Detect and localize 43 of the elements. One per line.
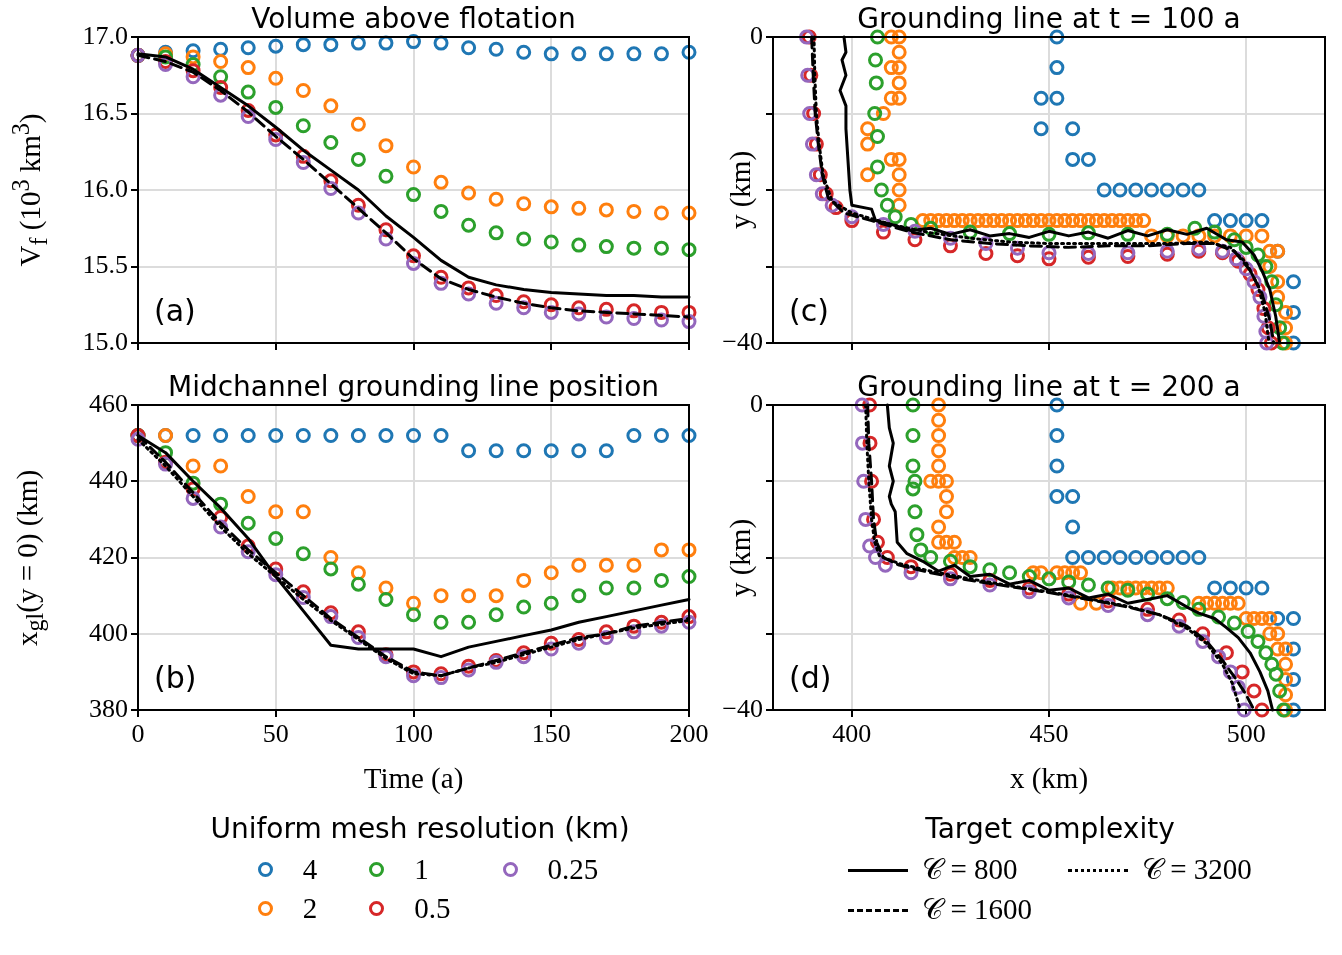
y-tick-label: 380 [89,693,128,723]
chart-title: Midchannel grounding line position [167,369,660,403]
y-tick-label: 15.0 [82,326,128,356]
x-tick-label: 150 [531,719,571,749]
legend-label: 𝒞 = 3200 [1142,853,1252,887]
y-tick-label: 0 [750,20,763,50]
y-tick-label: 440 [89,465,128,495]
y-tick-label: 420 [89,541,128,571]
y-axis-title: y (km) [723,150,757,230]
x-axis-title: Time (a) [363,761,464,795]
legend-label: 1 [414,853,429,886]
x-tick-label: 500 [1226,719,1266,749]
y-tick-label: −40 [722,693,763,723]
chart-title: Volume above flotation [251,1,576,35]
legend-label: 𝒞 = 1600 [922,893,1032,927]
legend-label: 0.25 [547,853,599,886]
annotation: (d) [789,660,832,695]
legend-label: 𝒞 = 800 [922,853,1018,887]
y-tick-label: 16.5 [82,97,128,127]
x-tick-label: 400 [832,719,872,749]
legend-title: Target complexity [924,812,1176,845]
y-tick-label: 400 [89,617,128,647]
y-axis-title: y (km) [723,518,757,597]
legend-label: 4 [302,853,318,886]
chart-title: Grounding line at t = 200 a [857,369,1241,403]
annotation: (c) [789,293,829,328]
legend-title: Uniform mesh resolution (km) [209,812,631,845]
x-axis-title: x (km) [1009,761,1089,795]
y-tick-label: 17.0 [82,20,128,50]
y-tick-label: −40 [722,326,763,356]
x-tick-label: 450 [1029,719,1069,749]
x-tick-label: 200 [669,719,709,749]
annotation: (a) [154,293,196,328]
y-tick-label: 16.0 [82,173,128,203]
x-tick-label: 50 [262,719,289,749]
x-tick-label: 100 [394,719,433,749]
legend-label: 0.5 [414,892,451,925]
y-tick-label: 0 [750,388,763,418]
chart-title: Grounding line at t = 100 a [857,1,1241,35]
legend-label: 2 [302,892,318,925]
y-tick-label: 460 [89,388,128,418]
annotation: (b) [154,660,197,695]
y-tick-label: 15.5 [82,250,128,280]
